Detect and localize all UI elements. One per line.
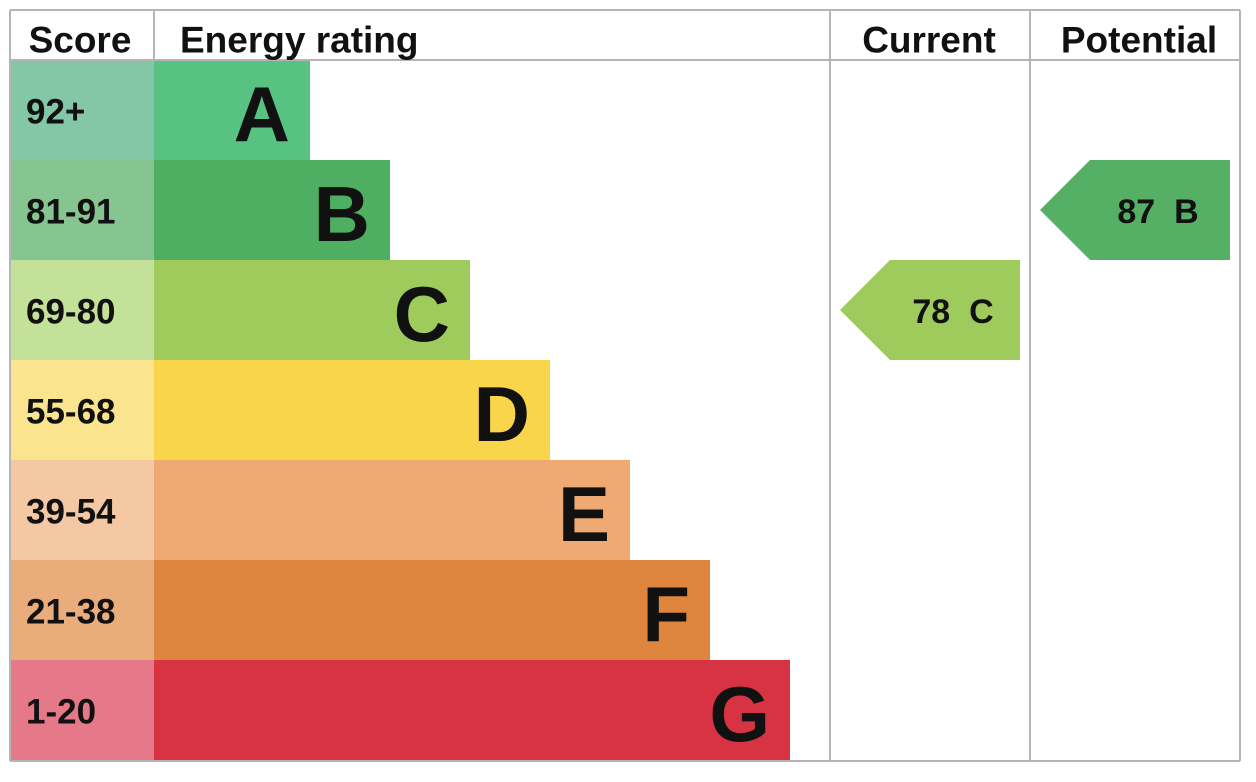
rating-letter-g: G: [709, 670, 770, 758]
header-current: Current: [862, 20, 996, 61]
rating-bar-g: [154, 660, 790, 760]
score-cell-g: [10, 660, 154, 760]
score-cell-f: [10, 560, 154, 660]
score-label-f: 21-38: [26, 593, 116, 632]
band-rows: 92+ A 81-91 B 69-80 C 55-68 D 39-54 E 21-38 F 1-20 G: [10, 60, 790, 760]
rating-letter-e: E: [558, 470, 610, 558]
column-headers: Score Energy rating Current Potential: [29, 20, 1218, 61]
score-label-e: 39-54: [26, 493, 116, 532]
score-label-c: 69-80: [26, 293, 116, 332]
header-energy-rating: Energy rating: [180, 20, 419, 61]
rating-arrows: 78 C 87 B: [840, 160, 1230, 360]
rating-letter-b: B: [314, 170, 370, 258]
rating-letter-a: A: [234, 70, 290, 158]
current-rating-label: 78 C: [912, 293, 993, 331]
score-label-b: 81-91: [26, 193, 116, 232]
score-label-g: 1-20: [26, 693, 96, 732]
score-label-d: 55-68: [26, 393, 116, 432]
grid-lines: [9, 9, 1241, 762]
score-cell-e: [10, 460, 154, 560]
rating-bar-a: [154, 60, 310, 160]
score-cell-b: [10, 160, 154, 260]
score-cell-c: [10, 260, 154, 360]
rating-letter-d: D: [474, 370, 530, 458]
potential-rating-label: 87 B: [1117, 193, 1198, 231]
rating-letter-f: F: [642, 570, 690, 658]
current-rating-arrow: [840, 260, 1020, 360]
rating-bar-f: [154, 560, 710, 660]
rating-bar-d: [154, 360, 550, 460]
score-cell-a: [10, 60, 154, 160]
header-potential: Potential: [1061, 20, 1217, 61]
rating-letter-c: C: [394, 270, 450, 358]
rating-bar-b: [154, 160, 390, 260]
header-score: Score: [29, 20, 132, 61]
score-cell-d: [10, 360, 154, 460]
rating-bar-c: [154, 260, 470, 360]
rating-bar-e: [154, 460, 630, 560]
score-label-a: 92+: [26, 93, 85, 132]
potential-rating-arrow: [1040, 160, 1230, 260]
